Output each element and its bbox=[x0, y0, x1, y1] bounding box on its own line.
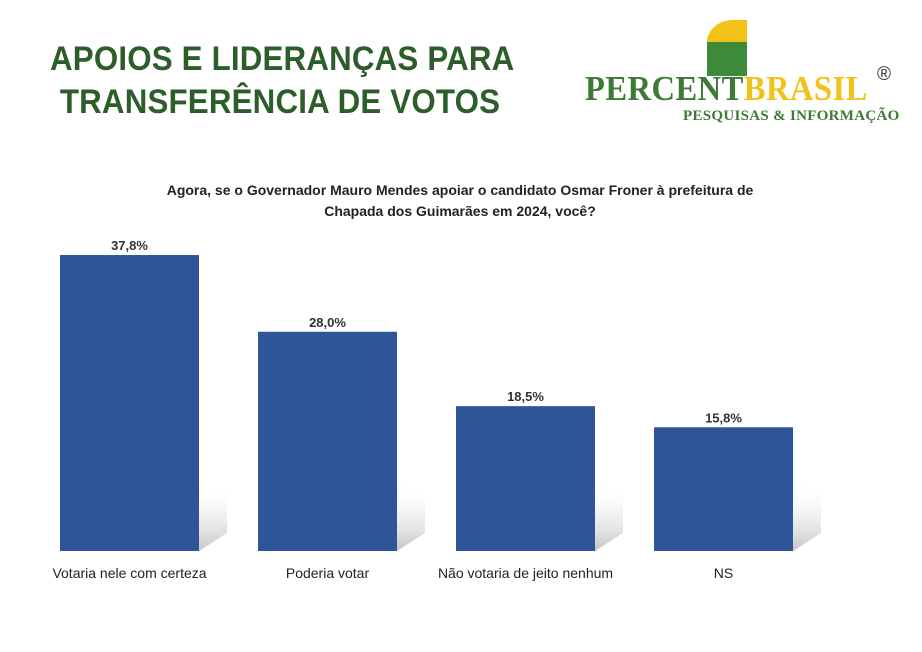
logo-word-brasil: BRASIL bbox=[743, 69, 868, 108]
category-label-3: Não votaria de jeito nenhum bbox=[438, 565, 613, 581]
bar-4 bbox=[654, 427, 793, 551]
logo-wordmark: PERCENTBRASIL bbox=[585, 69, 868, 109]
title-line-1: APOIOS E LIDERANÇAS PARA bbox=[50, 40, 515, 78]
title-line-2: TRANSFERÊNCIA DE VOTOS bbox=[59, 83, 501, 121]
chart-title-line-1: Agora, se o Governador Mauro Mendes apoi… bbox=[166, 182, 754, 198]
logo-tagline: PESQUISAS & INFORMAÇÃO bbox=[683, 108, 900, 124]
data-label-2: 28,0% bbox=[309, 315, 346, 330]
percentbrasil-logo: PERCENTBRASIL ® PESQUISAS & INFORMAÇÃO bbox=[585, 18, 899, 128]
bar-3 bbox=[456, 406, 595, 551]
chart-title: Agora, se o Governador Mauro Mendes apoi… bbox=[100, 180, 820, 222]
logo-word-percent: PERCENT bbox=[585, 69, 744, 108]
category-label-4: NS bbox=[714, 565, 733, 581]
page-title: APOIOS E LIDERANÇAS PARA TRANSFERÊNCIA D… bbox=[50, 38, 515, 124]
chart-title-line-2: Chapada dos Guimarães em 2024, você? bbox=[324, 203, 596, 219]
bar-2 bbox=[258, 331, 397, 551]
category-label-1: Votaria nele com certeza bbox=[52, 565, 206, 581]
bar-1 bbox=[60, 255, 199, 551]
registered-mark: ® bbox=[877, 64, 891, 85]
logo-flag-yellow bbox=[707, 20, 747, 42]
category-label-2: Poderia votar bbox=[286, 565, 370, 581]
bar-shadow bbox=[595, 481, 623, 551]
data-label-1: 37,8% bbox=[111, 238, 148, 253]
logo-flag-green bbox=[707, 42, 747, 76]
data-label-3: 18,5% bbox=[507, 389, 544, 404]
data-label-4: 15,8% bbox=[705, 410, 742, 425]
bar-shadow bbox=[793, 481, 821, 551]
bar-shadow bbox=[199, 481, 227, 551]
bar-shadow bbox=[397, 481, 425, 551]
